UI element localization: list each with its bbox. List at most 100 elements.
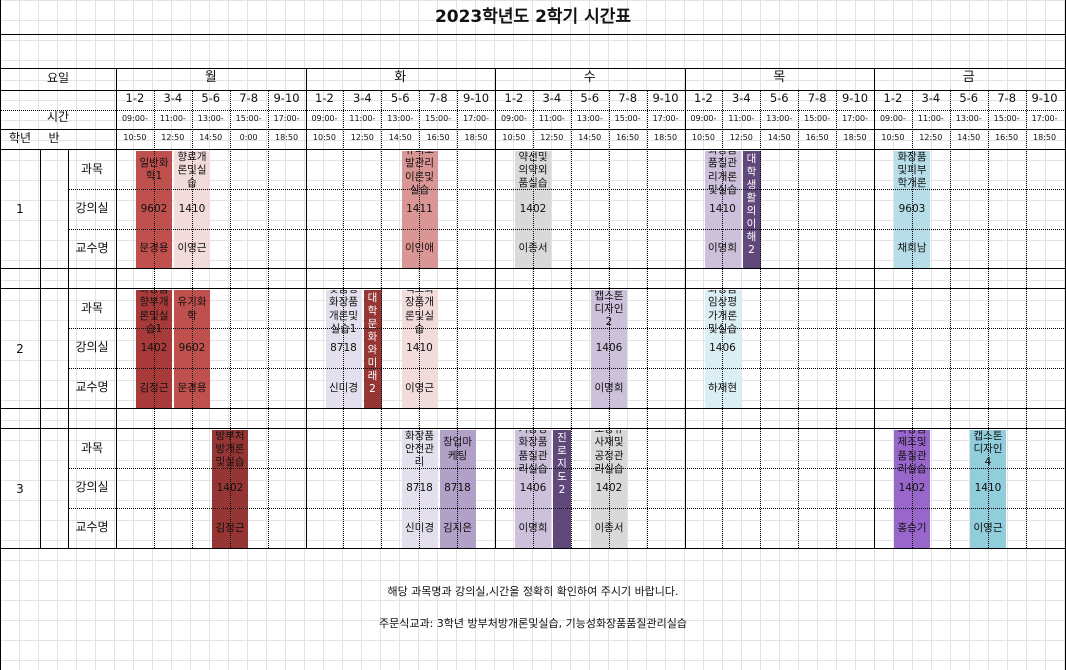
row-label-prof: 교수명: [75, 379, 109, 394]
end-time: 18:50: [1033, 133, 1057, 142]
end-time: 10:50: [881, 133, 905, 142]
period-label: 5-6: [390, 91, 410, 105]
v-rule-label: [116, 68, 117, 548]
period-label: 1-2: [883, 91, 903, 105]
start-time: 15:00-: [614, 114, 641, 123]
period-label: 7-8: [239, 91, 259, 105]
end-time: 14:50: [957, 133, 981, 142]
v-dotted-period: [722, 90, 724, 548]
v-rule-day: [305, 68, 307, 548]
v-dotted-period: [987, 90, 989, 548]
v-dotted-period: [646, 90, 648, 548]
title-underline: [0, 34, 1066, 35]
start-time: 17:00-: [1031, 114, 1058, 123]
start-time: 15:00-: [804, 114, 831, 123]
period-label: 7-8: [428, 91, 448, 105]
row-label-course: 과목: [80, 440, 104, 455]
start-time: 13:00-: [766, 114, 793, 123]
course-name: 대학생활의이해2: [746, 153, 757, 257]
start-time: 11:00-: [917, 114, 944, 123]
end-time: 16:50: [616, 133, 640, 142]
start-time: 09:00-: [121, 114, 148, 123]
end-time: 12:50: [919, 133, 943, 142]
start-time: 13:00-: [955, 114, 982, 123]
page-title: 2023학년도 2학기 시간표: [434, 7, 632, 27]
end-time: 10:50: [502, 133, 526, 142]
v-rule-day: [495, 68, 496, 548]
end-time: 16:50: [995, 133, 1019, 142]
v-dotted-period: [457, 90, 459, 548]
v-rule-day: [874, 68, 875, 548]
h-dotted-rule: [68, 368, 1066, 369]
period-label: 5-6: [201, 91, 221, 105]
left-border: [0, 0, 1, 670]
h-dotted-rule: [68, 328, 1066, 329]
end-time: 12:50: [161, 133, 185, 142]
start-time: 13:00-: [387, 114, 414, 123]
v-dotted-period: [836, 90, 838, 548]
v-dotted-period: [911, 90, 913, 548]
grade-number-1: 1: [16, 202, 24, 216]
h-rule: [0, 68, 1066, 69]
day-header-4: 목: [773, 70, 786, 85]
end-time: 0:00: [239, 133, 258, 142]
end-time: 14:50: [388, 133, 412, 142]
period-label: 5-6: [959, 91, 979, 105]
period-label: 3-4: [163, 91, 183, 105]
period-label: 7-8: [807, 91, 827, 105]
grade-header-label: 학년: [8, 131, 32, 145]
period-label: 5-6: [580, 91, 600, 105]
end-time: 10:50: [123, 133, 147, 142]
v-dotted-period: [570, 90, 572, 548]
v-dotted-period: [267, 90, 269, 548]
day-header-2: 화: [394, 70, 407, 85]
course-block: 대학문화와미래2: [363, 290, 382, 408]
period-label: 7-8: [997, 91, 1017, 105]
row-label-room: 강의실: [75, 201, 109, 215]
day-header-1: 월: [204, 70, 217, 85]
row-label-prof: 교수명: [75, 519, 109, 534]
v-dotted-period: [949, 90, 951, 548]
v-dotted-period: [343, 90, 345, 548]
v-dotted-period: [229, 90, 231, 548]
start-time: 09:00-: [690, 114, 717, 123]
v-rule-class: [68, 150, 69, 548]
period-label: 5-6: [769, 91, 789, 105]
end-time: 16:50: [805, 133, 829, 142]
time-header-label: 시간: [46, 110, 70, 124]
v-dotted-period: [608, 90, 610, 548]
period-label: 9-10: [841, 91, 869, 105]
h-rule: [0, 548, 1066, 549]
period-label: 1-2: [504, 91, 524, 105]
period-label: 7-8: [618, 91, 638, 105]
end-time: 14:50: [578, 133, 602, 142]
period-label: 3-4: [731, 91, 751, 105]
day-header-label: 요일: [46, 71, 70, 85]
course-name: 진로지도2: [557, 432, 567, 497]
start-time: 11:00-: [728, 114, 755, 123]
grade-number-2: 2: [16, 341, 24, 356]
end-time: 18:50: [843, 133, 867, 142]
start-time: 15:00-: [425, 114, 452, 123]
v-dotted-period: [1025, 90, 1027, 548]
period-label: 3-4: [921, 91, 941, 105]
end-time: 12:50: [540, 133, 564, 142]
start-time: 11:00-: [538, 114, 565, 123]
period-label: 9-10: [462, 91, 490, 105]
start-time: 13:00-: [576, 114, 603, 123]
start-time: 17:00-: [463, 114, 490, 123]
period-label: 1-2: [125, 91, 145, 105]
day-header-3: 수: [583, 70, 596, 85]
v-dotted-period: [532, 90, 534, 548]
v-rule-day: [684, 68, 686, 548]
end-time: 10:50: [691, 133, 715, 142]
row-label-course: 과목: [80, 161, 104, 176]
h-dotted-rule: [68, 229, 1066, 230]
v-dotted-period: [191, 90, 193, 548]
start-time: 09:00-: [879, 114, 906, 123]
end-time: 10:50: [312, 133, 336, 142]
v-dotted-period: [153, 90, 155, 548]
v-dotted-period: [760, 90, 762, 548]
period-label: 1-2: [315, 91, 334, 105]
